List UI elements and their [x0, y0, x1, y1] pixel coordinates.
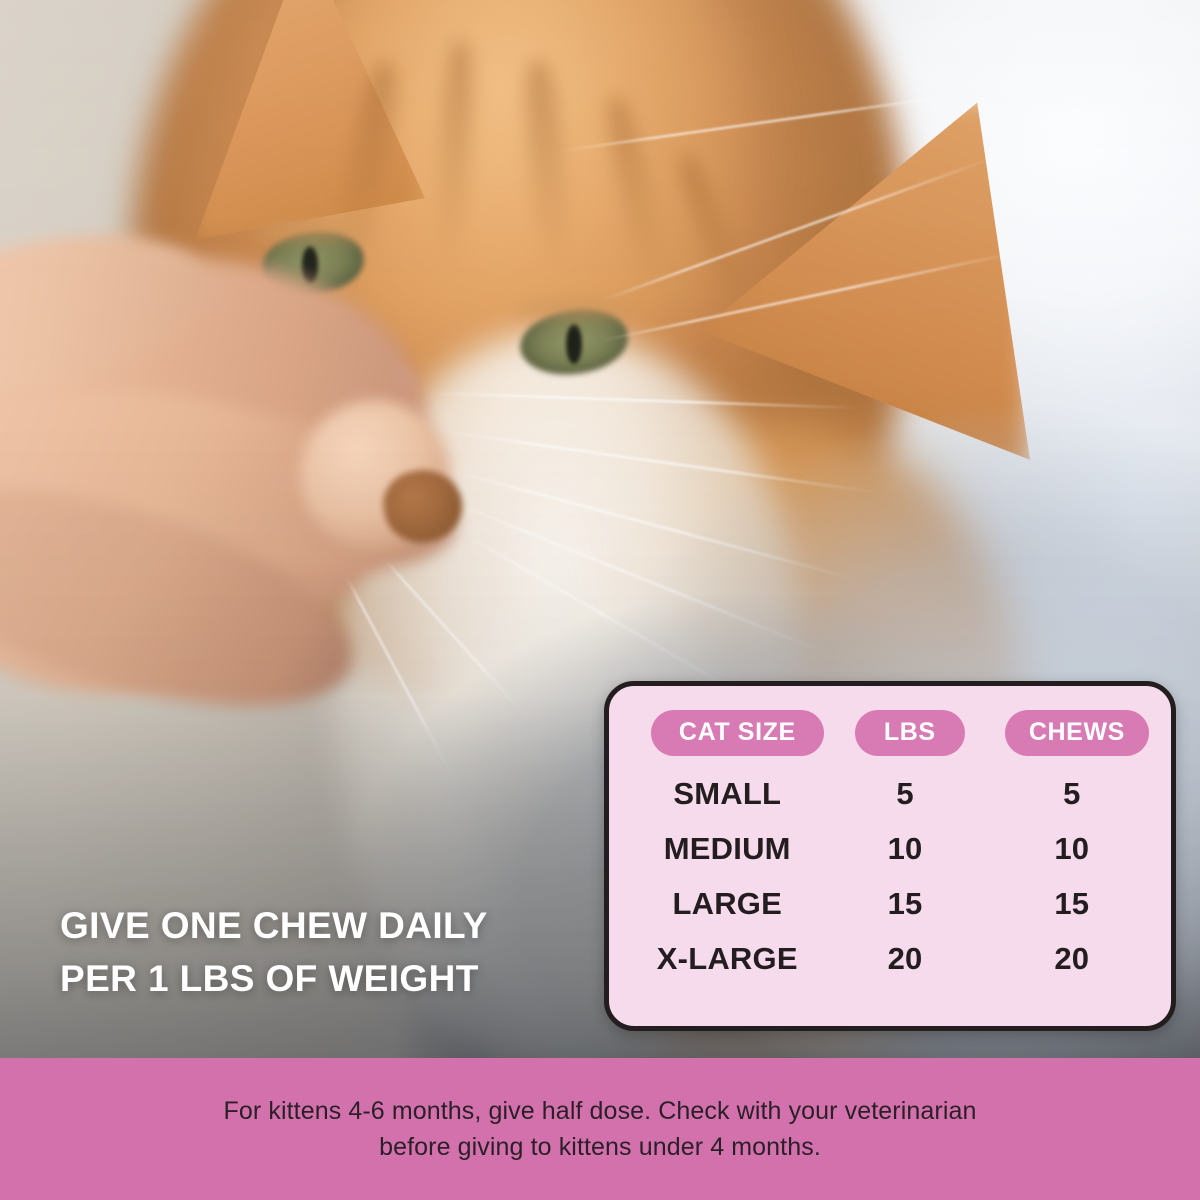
cell-cat-size: MEDIUM	[663, 830, 791, 866]
cell-cat-size: X-LARGE	[656, 940, 798, 976]
dosage-table-header-row: CAT SIZE LBS CHEWS	[609, 686, 1171, 756]
cell-chews: 5	[1063, 775, 1081, 811]
column-header-chews: CHEWS	[1004, 710, 1150, 756]
table-row: X-LARGE 20 20	[631, 931, 1149, 986]
cell-chews: 10	[1054, 830, 1090, 866]
dosage-table-body: SMALL 5 5 MEDIUM 10 10 LARGE 15 15 X-LAR…	[609, 756, 1171, 986]
table-row: MEDIUM 10 10	[631, 821, 1149, 876]
cell-cat-size: SMALL	[673, 775, 782, 811]
cell-lbs: 5	[896, 775, 914, 811]
kitten-disclaimer-banner: For kittens 4-6 months, give half dose. …	[0, 1058, 1200, 1200]
dosage-table-card: CAT SIZE LBS CHEWS SMALL 5 5 MEDIUM 10 1…	[604, 681, 1176, 1031]
cell-chews: 20	[1054, 940, 1090, 976]
kitten-disclaimer-text: For kittens 4-6 months, give half dose. …	[224, 1093, 977, 1166]
headline-line-1: GIVE ONE CHEW DAILY	[60, 905, 488, 946]
disclaimer-line-2: before giving to kittens under 4 months.	[379, 1133, 821, 1161]
headline: GIVE ONE CHEW DAILY PER 1 LBS OF WEIGHT	[60, 900, 620, 1005]
cell-cat-size: LARGE	[672, 885, 782, 921]
column-header-cat-size: CAT SIZE	[651, 710, 824, 756]
column-header-lbs: LBS	[854, 710, 965, 756]
cell-lbs: 10	[887, 830, 923, 866]
cell-chews: 15	[1054, 885, 1090, 921]
table-row: SMALL 5 5	[631, 766, 1149, 821]
table-row: LARGE 15 15	[631, 876, 1149, 931]
cell-lbs: 20	[887, 940, 923, 976]
headline-line-2: PER 1 LBS OF WEIGHT	[60, 957, 479, 999]
cell-lbs: 15	[887, 885, 923, 921]
disclaimer-line-1: For kittens 4-6 months, give half dose. …	[223, 1096, 977, 1125]
